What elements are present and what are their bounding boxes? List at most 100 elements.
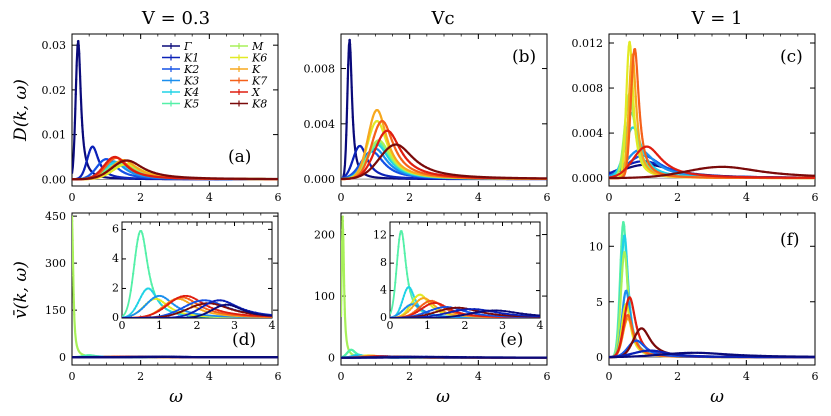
legend-label: K7 — [251, 75, 267, 88]
panel-e-marker-M — [343, 313, 347, 316]
panel-e-inset-marker-K5 — [394, 272, 398, 275]
panel-c-marker-K7 — [635, 59, 638, 62]
panel-e-inset-marker-K8 — [498, 313, 501, 316]
panel-d-marker-M — [72, 293, 75, 296]
panel-b-marker-K2 — [356, 166, 359, 169]
panel-f-series-Γ — [609, 351, 815, 359]
panel-e-marker-Γ — [406, 356, 410, 359]
panel-d-inset-marker-Γ — [232, 304, 235, 308]
panel-a-marker-Γ — [78, 52, 81, 55]
panel-b-marker-X — [410, 163, 414, 166]
panel-f-marker-K4 — [624, 238, 627, 241]
panel-f-marker-K1 — [650, 349, 653, 352]
panel-b-marker-Γ — [351, 107, 354, 110]
panel-a-marker-K8 — [132, 161, 135, 164]
panel-b-marker-K — [379, 115, 382, 118]
panel-b-marker-K3 — [386, 160, 389, 163]
panel-b-marker-X — [393, 137, 396, 141]
panel-d-inset-marker-K7 — [190, 299, 193, 302]
panel-c-marker-K3 — [651, 158, 655, 161]
panel-f-marker-K7 — [636, 343, 639, 346]
panel-f-marker-X — [632, 311, 635, 314]
panel-a-marker-K1 — [94, 151, 97, 154]
panel-d-inset-marker-Γ — [240, 308, 243, 311]
panel-d-inset-marker-K5 — [148, 272, 151, 275]
panel-c-marker-K8 — [680, 171, 683, 174]
panel-e-marker-M — [342, 239, 345, 242]
panel-f-marker-K1 — [682, 354, 685, 357]
panel-c-marker-K6 — [635, 135, 638, 138]
panel-f-marker-K7 — [635, 341, 639, 344]
panel-f-marker-K8 — [652, 343, 655, 346]
panel-e-inset-marker-K5 — [398, 238, 401, 241]
panel-c-marker-K1 — [651, 161, 654, 164]
panel-e-marker-M — [341, 269, 343, 272]
panel-c-marker-K — [636, 122, 639, 125]
panel-e-y-tick-label: 0 — [328, 352, 335, 365]
panel-b-marker-K6 — [376, 120, 379, 123]
panel-d-inset-marker-K1 — [219, 299, 222, 302]
panel-d-inset-marker-K6 — [168, 305, 171, 308]
panel-f-marker-K1 — [638, 350, 642, 353]
panel-e-inset-marker-K7 — [428, 299, 432, 303]
panel-b-marker-K — [392, 154, 395, 157]
panel-d-inset-marker-K3 — [164, 296, 167, 300]
panel-e-inset-x-tick-label: 2 — [462, 319, 469, 332]
panel-c-marker-X — [627, 164, 630, 167]
panel-f-marker-Γ — [673, 352, 676, 355]
panel-c-x-tick-label: 6 — [812, 191, 819, 204]
x-axis-title-3: ω — [710, 387, 724, 407]
panel-f-marker-X — [626, 302, 629, 305]
panel-c-marker-K6 — [629, 45, 632, 48]
panel-b-marker-X — [382, 131, 386, 134]
panel-c-x-tick-label: 4 — [743, 191, 750, 204]
panel-c-marker-X — [639, 148, 642, 151]
panel-d-inset-marker-K — [180, 298, 184, 301]
panel-b-marker-Γ — [352, 130, 355, 133]
panel-d: 0 2 4 6 0 150 300 450 0 1 2 3 4 0 2 4 6 (d) — [45, 210, 282, 383]
panel-e-inset-marker-K8 — [450, 307, 453, 310]
panel-b-marker-K — [367, 135, 370, 138]
panel-f: 0 2 4 6 0 5 10 (f) — [589, 212, 819, 383]
panel-b-marker-K6 — [371, 125, 374, 128]
panel-d-inset-marker-K5 — [136, 238, 139, 241]
panel-b-marker-K — [371, 115, 375, 118]
panel-d-marker-Γ — [180, 355, 183, 359]
panel-b-marker-K6 — [380, 125, 383, 128]
panel-d-marker-Γ — [156, 355, 159, 359]
panel-d-inset-marker-K2 — [201, 299, 204, 302]
panel-e-inset-marker-K5 — [402, 244, 406, 247]
panel-f-marker-K8 — [644, 330, 647, 333]
panel-d-inset-marker-K8 — [227, 307, 230, 310]
panel-d-y-tick-label: 300 — [45, 257, 66, 270]
panel-e-marker-Γ — [460, 356, 463, 359]
panel-c-marker-X — [637, 151, 640, 154]
panel-e-inset-marker-K — [417, 298, 421, 302]
panel-d-inset-marker-Γ — [245, 310, 248, 313]
panel-e-inset-marker-K8 — [439, 309, 442, 312]
panel-e-inset-marker-K — [432, 303, 435, 307]
panel-b-marker-K3 — [388, 162, 391, 165]
panel-a-marker-K8 — [113, 164, 116, 167]
panel-c-marker-K6 — [625, 93, 628, 96]
panel-b-marker-K2 — [387, 165, 390, 168]
panel-f-marker-K8 — [636, 330, 640, 333]
panel-e-inset-marker-K5 — [402, 238, 405, 241]
panel-e-inset-marker-K5 — [404, 259, 407, 262]
panel-c-marker-K6 — [625, 78, 629, 82]
panel-f-marker-K7 — [632, 331, 635, 334]
panel-a-marker-X — [131, 169, 135, 172]
panel-c-marker-X — [629, 161, 633, 164]
panel-d-marker-Γ — [192, 355, 195, 359]
panel-e-inset-y-tick-label: 12 — [373, 229, 387, 242]
panel-c-marker-K3 — [666, 168, 669, 171]
panel-d-inset-marker-Γ — [211, 308, 214, 311]
panel-a-marker-K2 — [124, 172, 127, 175]
panel-f-marker-X — [639, 338, 642, 341]
panel-d-marker-M — [72, 219, 74, 223]
panel-b-marker-K1 — [349, 164, 352, 167]
panel-b-marker-K7 — [385, 125, 388, 128]
panel-d-inset-marker-K — [186, 301, 189, 304]
panel-a-marker-K8 — [145, 168, 148, 171]
panel-e-inset-marker-Γ — [483, 310, 486, 313]
